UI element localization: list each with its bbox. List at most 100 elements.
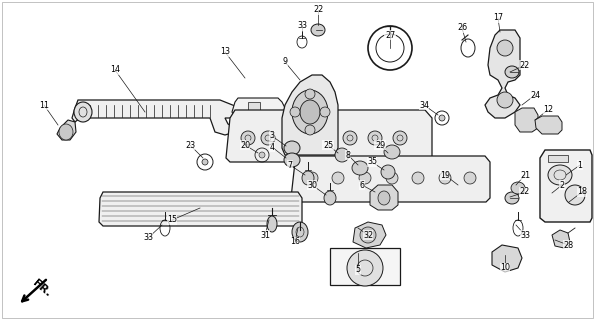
Ellipse shape: [548, 165, 572, 185]
Text: 22: 22: [520, 188, 530, 196]
Text: 32: 32: [363, 230, 373, 239]
Ellipse shape: [324, 191, 336, 205]
Polygon shape: [72, 100, 238, 135]
Text: 33: 33: [143, 234, 153, 243]
Ellipse shape: [261, 131, 275, 145]
Ellipse shape: [320, 107, 330, 117]
Polygon shape: [492, 245, 522, 272]
Ellipse shape: [305, 125, 315, 135]
Text: 29: 29: [375, 140, 385, 149]
Ellipse shape: [241, 131, 255, 145]
Text: 33: 33: [520, 230, 530, 239]
Ellipse shape: [497, 92, 513, 108]
Ellipse shape: [259, 152, 265, 158]
Ellipse shape: [284, 141, 300, 155]
Text: 27: 27: [385, 30, 395, 39]
Ellipse shape: [497, 40, 513, 56]
Text: 11: 11: [39, 100, 49, 109]
Polygon shape: [226, 110, 432, 162]
Ellipse shape: [318, 131, 332, 145]
Ellipse shape: [335, 148, 349, 162]
Ellipse shape: [384, 145, 400, 159]
Polygon shape: [330, 248, 400, 285]
Ellipse shape: [332, 172, 344, 184]
Text: 31: 31: [260, 230, 270, 239]
Ellipse shape: [311, 24, 325, 36]
Ellipse shape: [393, 131, 407, 145]
Polygon shape: [485, 30, 520, 118]
Ellipse shape: [464, 172, 476, 184]
Ellipse shape: [292, 90, 328, 134]
Ellipse shape: [293, 131, 307, 145]
Ellipse shape: [505, 66, 519, 78]
Text: 10: 10: [500, 263, 510, 273]
Ellipse shape: [505, 192, 519, 204]
Ellipse shape: [300, 100, 320, 124]
Text: 25: 25: [323, 140, 333, 149]
Text: 20: 20: [240, 140, 250, 149]
Polygon shape: [232, 98, 285, 118]
Ellipse shape: [302, 171, 314, 185]
Ellipse shape: [511, 182, 525, 194]
Ellipse shape: [284, 153, 300, 167]
Text: 19: 19: [440, 171, 450, 180]
Ellipse shape: [439, 115, 445, 121]
Text: 35: 35: [367, 157, 377, 166]
Ellipse shape: [412, 172, 424, 184]
Ellipse shape: [439, 172, 451, 184]
Text: 34: 34: [419, 100, 429, 109]
Text: 28: 28: [563, 241, 573, 250]
Text: 3: 3: [270, 132, 274, 140]
Text: 24: 24: [530, 91, 540, 100]
Ellipse shape: [290, 107, 300, 117]
Text: 15: 15: [167, 215, 177, 225]
Ellipse shape: [306, 172, 318, 184]
Polygon shape: [552, 230, 570, 248]
Ellipse shape: [360, 227, 376, 243]
Ellipse shape: [359, 172, 371, 184]
Polygon shape: [248, 102, 260, 115]
Text: 17: 17: [493, 13, 503, 22]
Text: 30: 30: [307, 180, 317, 189]
Ellipse shape: [267, 216, 277, 232]
Text: 9: 9: [283, 58, 287, 67]
Polygon shape: [282, 75, 338, 155]
Polygon shape: [99, 192, 302, 226]
Ellipse shape: [368, 131, 382, 145]
Text: 2: 2: [559, 180, 565, 189]
Ellipse shape: [74, 102, 92, 122]
Ellipse shape: [352, 161, 368, 175]
Polygon shape: [291, 156, 490, 202]
Text: 7: 7: [287, 161, 293, 170]
Text: 6: 6: [359, 180, 365, 189]
Text: 5: 5: [355, 266, 361, 275]
Polygon shape: [370, 185, 398, 210]
Text: 1: 1: [578, 161, 583, 170]
Text: 4: 4: [270, 142, 274, 151]
Text: 8: 8: [346, 150, 350, 159]
Polygon shape: [548, 155, 568, 162]
Ellipse shape: [305, 89, 315, 99]
Text: FR.: FR.: [31, 277, 53, 299]
Text: 13: 13: [220, 47, 230, 57]
Ellipse shape: [343, 131, 357, 145]
Ellipse shape: [59, 124, 73, 140]
Text: 14: 14: [110, 66, 120, 75]
Polygon shape: [540, 150, 592, 222]
Ellipse shape: [292, 222, 308, 242]
Text: 16: 16: [290, 237, 300, 246]
Ellipse shape: [347, 250, 383, 286]
Ellipse shape: [565, 185, 585, 205]
Polygon shape: [535, 116, 562, 134]
Ellipse shape: [381, 165, 395, 179]
Ellipse shape: [386, 172, 398, 184]
Text: 26: 26: [457, 23, 467, 33]
Polygon shape: [515, 108, 538, 132]
Polygon shape: [57, 120, 76, 140]
Polygon shape: [353, 222, 386, 248]
Text: 12: 12: [543, 106, 553, 115]
Text: 33: 33: [297, 21, 307, 30]
Text: 23: 23: [185, 140, 195, 149]
Text: 18: 18: [577, 188, 587, 196]
Text: 22: 22: [313, 5, 323, 14]
